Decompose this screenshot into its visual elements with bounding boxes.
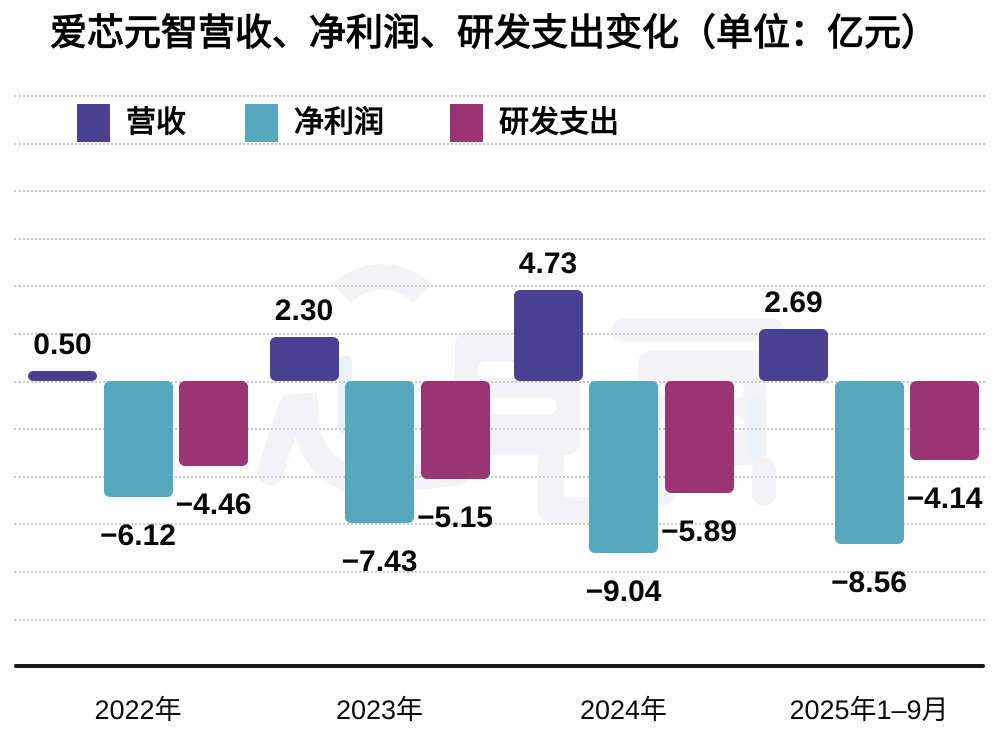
bar-net-profit-1	[103, 380, 173, 498]
gridline	[14, 475, 985, 478]
value-label-revenue-1: 0.50	[33, 328, 92, 362]
value-label-rd-spending-3: −5.89	[661, 515, 737, 549]
x-axis-label-2: 2023年	[335, 695, 424, 725]
value-label-revenue-4: 2.69	[764, 286, 823, 320]
gridline	[14, 190, 985, 193]
x-axis-label-4: 2025年1–9月	[789, 695, 949, 725]
legend-item-net-profit: 净利润	[245, 104, 384, 142]
value-label-rd-spending-4: −4.14	[906, 481, 983, 515]
bar-net-profit-3	[589, 380, 658, 554]
bar-revenue-3	[513, 290, 583, 381]
x-axis-label-1: 2022年	[94, 695, 182, 725]
bar-net-profit-2	[345, 380, 414, 523]
legend-swatch-net-profit	[245, 104, 278, 142]
value-label-net-profit-4: −8.56	[831, 566, 907, 600]
value-label-rd-spending-2: −5.15	[417, 500, 493, 534]
legend-swatch-revenue	[77, 104, 110, 142]
legend-label-revenue: 营收	[126, 106, 186, 139]
x-axis-line	[14, 664, 985, 668]
gridline	[14, 571, 985, 573]
value-label-revenue-2: 2.30	[274, 293, 334, 327]
value-label-revenue-3: 4.73	[518, 247, 578, 281]
legend-label-rd-spending: 研发支出	[499, 106, 619, 139]
gridline	[14, 285, 985, 288]
x-axis-label-3: 2024年	[579, 695, 668, 725]
value-label-rd-spending-1: −4.46	[175, 487, 252, 521]
value-label-net-profit-3: −9.04	[585, 575, 662, 609]
gridline	[14, 523, 985, 526]
legend-item-revenue: 营收	[77, 104, 186, 142]
legend-item-rd-spending: 研发支出	[450, 104, 619, 142]
gridline	[14, 618, 985, 621]
bar-revenue-1	[28, 371, 97, 381]
bar-rd-spending-4	[910, 380, 979, 460]
bar-rd-spending-3	[664, 380, 734, 494]
bar-rd-spending-2	[420, 380, 490, 479]
gridline	[14, 428, 985, 431]
bar-revenue-2	[269, 336, 339, 381]
chart-title: 爱芯元智营收、净利润、研发支出变化（单位：亿元）	[50, 12, 938, 53]
gridline	[14, 142, 985, 145]
gridline	[14, 333, 985, 335]
bar-revenue-4	[759, 329, 828, 381]
bar-rd-spending-1	[179, 380, 248, 466]
bar-net-profit-4	[834, 380, 904, 545]
value-label-net-profit-1: −6.12	[100, 519, 176, 553]
value-label-net-profit-2: −7.43	[341, 544, 418, 578]
gridline	[14, 380, 985, 383]
legend-swatch-rd-spending	[450, 104, 483, 142]
gridline	[14, 95, 985, 97]
legend-label-net-profit: 净利润	[294, 106, 384, 139]
gridline	[14, 237, 985, 240]
